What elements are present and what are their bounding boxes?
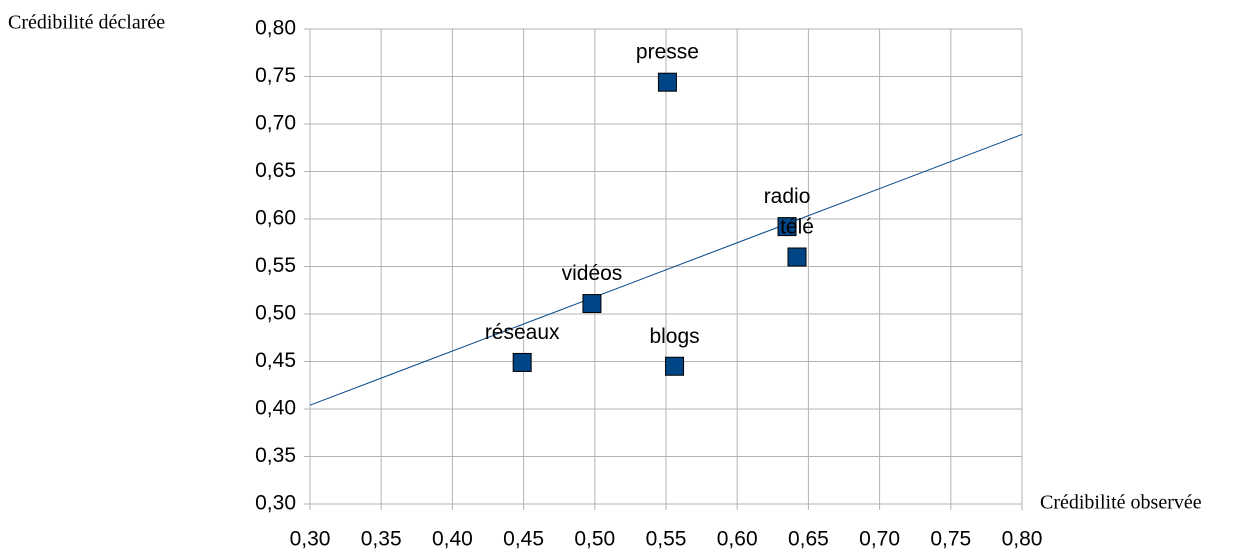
point (582, 294, 602, 314)
y-tick-label: 0,60 (255, 207, 296, 230)
y-tick-label: 0,50 (255, 302, 296, 325)
x-tick-label: 0,50 (574, 528, 615, 551)
y-tick-label: 0,45 (255, 349, 296, 372)
x-tick-label: 0,65 (788, 528, 829, 551)
x-tick-label: 0,80 (1002, 528, 1043, 551)
point-label: télé (780, 216, 814, 239)
trend-line (309, 133, 1023, 406)
y-tick-label: 0,35 (255, 444, 296, 467)
y-tick-label: 0,80 (255, 17, 296, 40)
x-tick-label: 0,30 (290, 528, 331, 551)
y-tick-label: 0,30 (255, 492, 296, 515)
x-tick-label: 0,60 (717, 528, 758, 551)
y-tick-label: 0,75 (255, 64, 296, 87)
point-label: réseaux (485, 321, 560, 344)
y-tick-label: 0,70 (255, 112, 296, 135)
point (787, 247, 807, 267)
point-label: blogs (649, 325, 699, 348)
x-tick-label: 0,70 (859, 528, 900, 551)
x-axis-label: Crédibilité observée (1040, 492, 1202, 514)
x-tick-label: 0,45 (503, 528, 544, 551)
point (665, 356, 685, 376)
y-tick-label: 0,55 (255, 254, 296, 277)
point (777, 217, 797, 237)
x-tick-label: 0,40 (432, 528, 473, 551)
x-tick-label: 0,75 (930, 528, 971, 551)
x-tick-label: 0,55 (646, 528, 687, 551)
x-tick-label: 0,35 (361, 528, 402, 551)
point-label: radio (764, 185, 811, 208)
y-tick-label: 0,40 (255, 397, 296, 420)
y-tick-label: 0,65 (255, 159, 296, 182)
point-label: vidéos (562, 262, 623, 285)
y-axis-label: Crédibilité déclarée (8, 12, 165, 34)
point (512, 352, 532, 372)
point (657, 72, 677, 92)
point-label: presse (636, 41, 699, 64)
